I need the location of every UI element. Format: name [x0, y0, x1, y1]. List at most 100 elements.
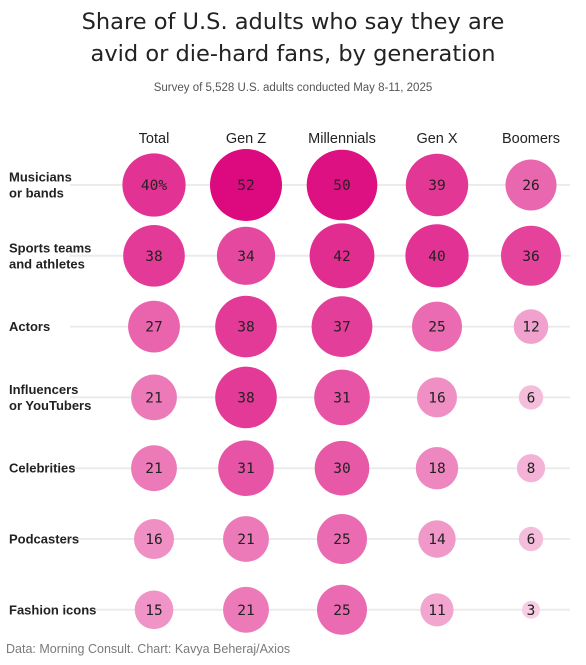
row-label: Sports teams and athletes [9, 240, 91, 271]
chart-row: Actors 27 38 37 25 12 [9, 295, 570, 358]
column-header: Millennials [308, 131, 376, 147]
bubble-value-label: 26 [522, 178, 539, 194]
bubble-value-label: 38 [145, 249, 162, 265]
row-label: Musicians or bands [9, 170, 72, 201]
bubble-value-label: 21 [145, 461, 162, 477]
column-header: Total [139, 131, 170, 147]
row-label-line: and athletes [9, 256, 85, 271]
bubble-value-label: 8 [527, 461, 536, 477]
row-label-line: Podcasters [9, 532, 79, 547]
bubble-value-label: 50 [333, 178, 350, 194]
bubble [317, 514, 367, 564]
chart-row: Musicians or bands 40% 52 50 39 26 [9, 149, 570, 221]
bubble [223, 516, 269, 562]
bubble [218, 440, 274, 497]
chart-row: Celebrities 21 31 30 18 8 [9, 440, 570, 497]
bubble-value-label: 38 [237, 320, 254, 336]
bubble [417, 377, 457, 418]
bubble [128, 300, 180, 353]
bubble [518, 526, 544, 552]
bubble-value-label: 16 [145, 532, 162, 548]
column-header: Boomers [502, 131, 560, 147]
bubble-value-label: 31 [333, 390, 350, 406]
chart-title-line-1: Share of U.S. adults who say they are [81, 9, 505, 35]
bubble [415, 447, 459, 490]
row-label-line: or bands [9, 186, 64, 201]
row-label-line: Fashion icons [9, 602, 96, 617]
row-label-line: or YouTubers [9, 398, 91, 413]
bubble [223, 586, 269, 633]
bubble-value-label: 27 [145, 320, 162, 336]
bubble [516, 454, 546, 483]
bubble-value-label: 34 [237, 249, 255, 265]
bubble-value-label: 37 [333, 320, 350, 336]
row-label: Podcasters [9, 532, 79, 547]
bubble-value-label: 14 [428, 532, 446, 548]
bubble [405, 153, 469, 217]
bubble [418, 520, 456, 558]
bubble-value-label: 21 [237, 603, 254, 619]
bubble-value-label: 3 [527, 603, 536, 619]
bubble [309, 223, 375, 289]
bubble-value-label: 40% [141, 178, 167, 194]
bubble [420, 593, 454, 627]
chart-subtitle: Survey of 5,528 U.S. adults conducted Ma… [153, 82, 433, 94]
bubble-value-label: 52 [237, 178, 254, 194]
bubble [513, 309, 549, 344]
bubble-value-label: 12 [522, 320, 539, 336]
bubble [505, 159, 557, 211]
row-label-line: Actors [9, 319, 50, 334]
bubble [123, 225, 185, 287]
bubble [131, 445, 177, 492]
bubble [131, 374, 177, 421]
bubble [215, 295, 277, 358]
row-label: Celebrities [9, 461, 75, 476]
bubble [522, 600, 540, 619]
bubble [134, 590, 174, 630]
chart-row: Sports teams and athletes 38 34 42 40 36 [9, 223, 570, 289]
row-label: Actors [9, 319, 50, 334]
bubble [134, 519, 174, 559]
row-label-line: Sports teams [9, 240, 91, 255]
bubble [215, 366, 277, 429]
bubble-value-label: 42 [333, 249, 350, 265]
bubble [311, 296, 373, 357]
bubble-value-label: 25 [428, 320, 445, 336]
bubble [122, 153, 186, 217]
bubble-value-label: 21 [237, 532, 254, 548]
bubble [405, 224, 469, 288]
bubble [306, 149, 378, 221]
bubble-value-label: 39 [428, 178, 445, 194]
bubble-value-label: 16 [428, 390, 445, 406]
bubble [210, 149, 282, 221]
bubble-value-label: 38 [237, 390, 254, 406]
bubble-value-label: 25 [333, 532, 350, 548]
bubble-value-label: 6 [527, 390, 536, 406]
bubble-value-label: 18 [428, 461, 445, 477]
bubble-value-label: 40 [428, 249, 445, 265]
column-header: Gen Z [226, 131, 266, 147]
bubble-value-label: 6 [527, 532, 536, 548]
row-label-line: Musicians [9, 170, 72, 185]
row-label: Influencers or YouTubers [9, 382, 91, 413]
bubble [216, 226, 276, 285]
bubble-value-label: 15 [145, 603, 162, 619]
bubble-value-label: 25 [333, 603, 350, 619]
chart-title-line-2: avid or die-hard fans, by generation [90, 41, 496, 67]
chart-row: Fashion icons 15 21 25 11 3 [9, 584, 570, 635]
bubble-value-label: 11 [428, 603, 445, 619]
column-header: Gen X [416, 131, 457, 147]
row-label-line: Celebrities [9, 461, 75, 476]
bubble-value-label: 36 [522, 249, 539, 265]
bubble-value-label: 31 [237, 461, 254, 477]
bubble-value-label: 30 [333, 461, 350, 477]
bubble [317, 584, 367, 635]
source-note: Data: Morning Consult. Chart: Kavya Behe… [6, 642, 291, 656]
bubble-value-label: 21 [145, 390, 162, 406]
bubble [314, 440, 370, 496]
chart-row: Influencers or YouTubers 21 38 31 16 6 [9, 366, 570, 429]
bubble [518, 385, 544, 410]
bubble [412, 301, 462, 352]
chart-title: Share of U.S. adults who say they are av… [0, 6, 586, 70]
